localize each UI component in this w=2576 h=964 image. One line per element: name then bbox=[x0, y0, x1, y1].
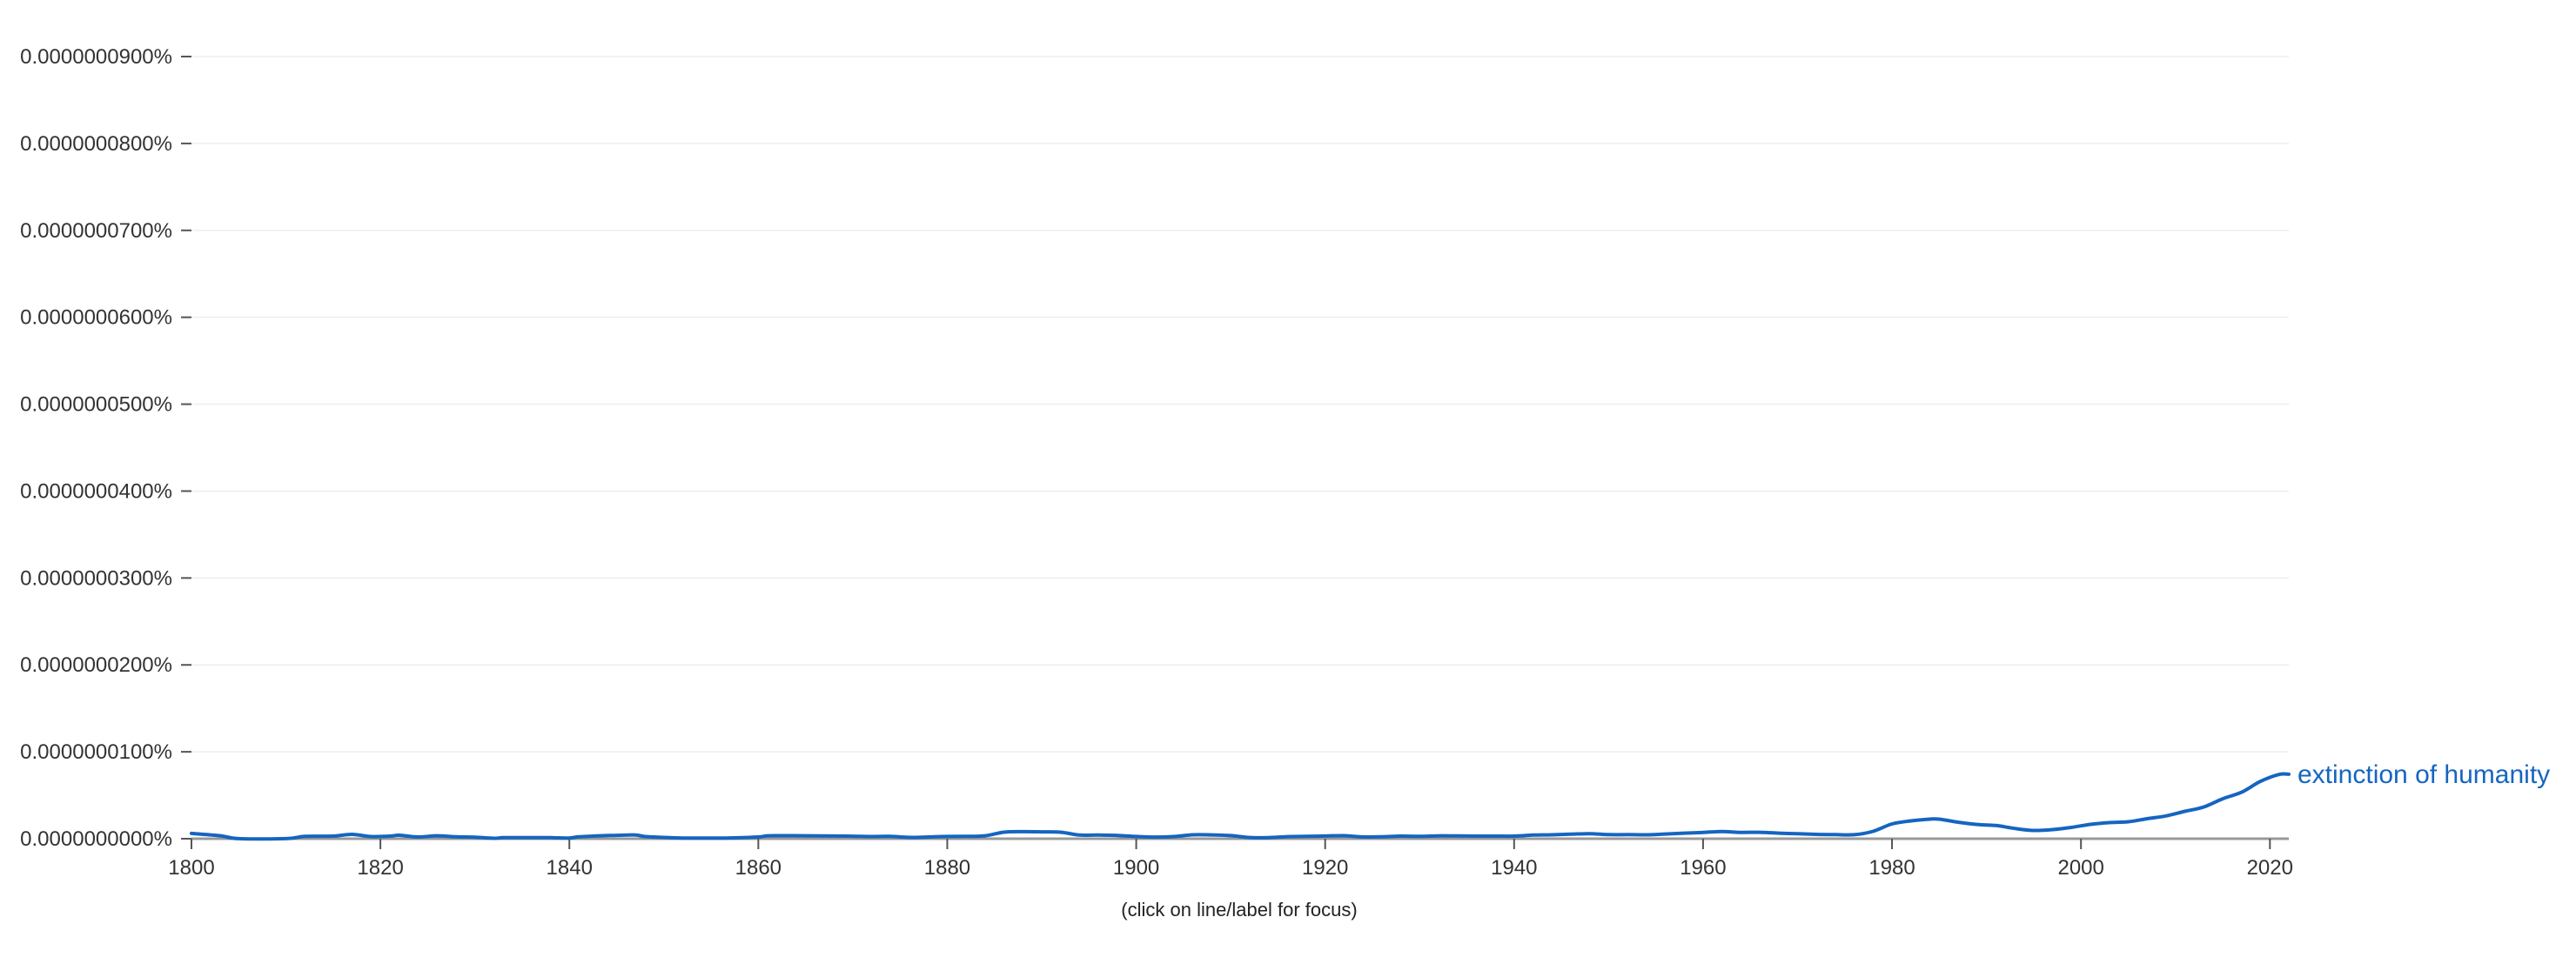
x-tick-label: 1960 bbox=[1680, 856, 1726, 880]
y-axis: 0.0000000000% 0.0000000100% 0.0000000200% 0… bbox=[20, 45, 191, 851]
y-tick-label: 0.0000000300% bbox=[20, 566, 172, 590]
x-tick-label: 1900 bbox=[1113, 856, 1159, 880]
y-tick-label: 0.0000000000% bbox=[20, 827, 172, 851]
y-tick-label: 0.0000000400% bbox=[20, 479, 172, 503]
y-tick-label: 0.0000000600% bbox=[20, 306, 172, 330]
y-tick-label: 0.0000000900% bbox=[20, 45, 172, 69]
series-line[interactable] bbox=[190, 772, 2291, 841]
x-tick-label: 1860 bbox=[735, 856, 782, 880]
x-tick-label: 1820 bbox=[357, 856, 403, 880]
focus-hint: (click on line/label for focus) bbox=[1121, 899, 1357, 920]
series-layer[interactable]: extinction of humanity bbox=[190, 760, 2550, 841]
x-tick-label: 2020 bbox=[2247, 856, 2293, 880]
x-axis: 1800 1820 1840 1860 1880 1900 1920 1940 1960 1980… bbox=[168, 837, 2293, 880]
x-tick-label: 1840 bbox=[547, 856, 593, 880]
grid-lines bbox=[191, 56, 2289, 753]
y-tick-label: 0.0000000200% bbox=[20, 653, 172, 677]
x-tick-label: 1920 bbox=[1302, 856, 1348, 880]
x-tick-label: 1980 bbox=[1868, 856, 1915, 880]
y-tick-label: 0.0000000500% bbox=[20, 393, 172, 417]
x-tick-label: 2000 bbox=[2057, 856, 2103, 880]
y-tick-label: 0.0000000100% bbox=[20, 740, 172, 764]
y-tick-label: 0.0000000800% bbox=[20, 132, 172, 156]
series-label[interactable]: extinction of humanity bbox=[2298, 760, 2550, 789]
x-tick-label: 1940 bbox=[1491, 856, 1537, 880]
x-tick-label: 1800 bbox=[168, 856, 214, 880]
y-tick-label: 0.0000000700% bbox=[20, 219, 172, 243]
x-tick-label: 1880 bbox=[924, 856, 970, 880]
